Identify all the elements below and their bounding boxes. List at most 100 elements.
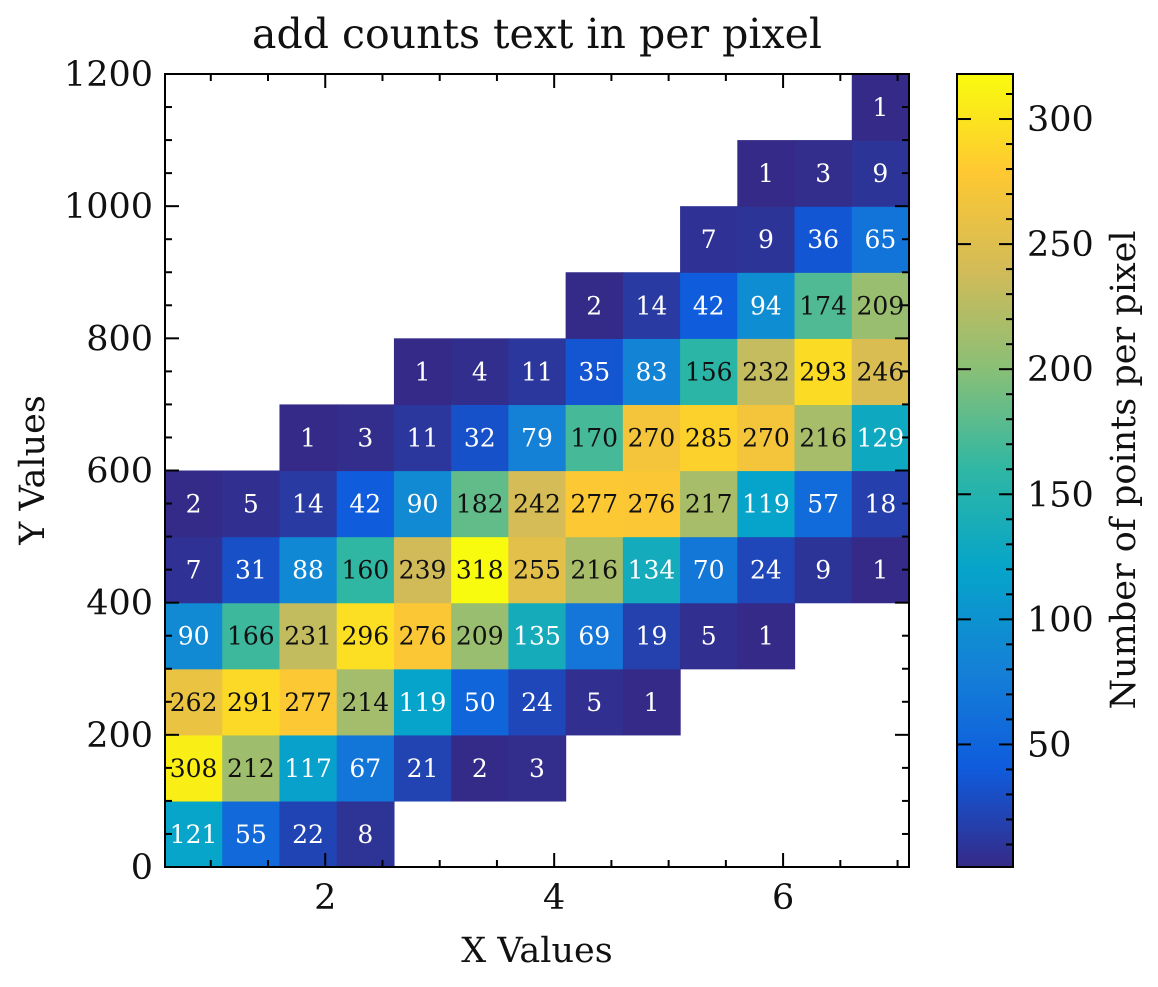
heatmap-cell xyxy=(851,536,910,604)
heatmap-cell xyxy=(222,470,281,538)
cell-count-label: 55 xyxy=(235,820,267,849)
x-tick-label: 2 xyxy=(314,878,336,918)
cell-count-label: 65 xyxy=(864,225,896,254)
heatmap-cell xyxy=(794,404,853,472)
cell-count-label: 21 xyxy=(407,754,439,783)
cell-count-label: 318 xyxy=(456,556,504,585)
colorbar-tick-label: 100 xyxy=(1027,600,1094,640)
heatmap-cell xyxy=(851,338,910,406)
heatmap-cell xyxy=(680,338,738,406)
heatmap-cell xyxy=(622,470,681,538)
cell-count-label: 57 xyxy=(807,490,839,519)
heatmap-cell xyxy=(165,602,223,670)
heatmap-cell xyxy=(737,404,796,472)
cell-count-label: 214 xyxy=(341,688,389,717)
heatmap-cell xyxy=(737,338,796,406)
heatmap-cell xyxy=(336,470,395,538)
heatmap-cell xyxy=(451,602,509,670)
heatmap-cell xyxy=(680,404,738,472)
heatmap-cell xyxy=(393,602,452,670)
heatmap-cell xyxy=(737,206,796,273)
heatmap-cell xyxy=(451,470,509,538)
heatmap-cell xyxy=(393,668,452,736)
heatmap-cell xyxy=(680,470,738,538)
cell-count-label: 36 xyxy=(807,225,839,254)
cell-count-label: 276 xyxy=(399,622,447,651)
heatmap-cell xyxy=(508,338,567,406)
colorbar-tick-label: 50 xyxy=(1027,725,1072,765)
cell-count-label: 182 xyxy=(456,490,504,519)
plot-frame xyxy=(164,73,910,868)
heatmap-cell xyxy=(508,734,567,802)
heatmap-cell xyxy=(794,338,853,406)
cell-count-label: 3 xyxy=(815,159,831,188)
cell-count-label: 18 xyxy=(864,490,896,519)
heatmap-cell xyxy=(393,734,452,802)
cell-count-label: 9 xyxy=(815,556,831,585)
cell-count-label: 277 xyxy=(570,490,618,519)
heatmap-cell xyxy=(851,74,910,141)
heatmap-cell xyxy=(737,602,796,670)
cell-count-label: 19 xyxy=(636,622,668,651)
colorbar-label: Number of points per pixel xyxy=(1104,230,1144,709)
colorbar-tick-label: 200 xyxy=(1027,350,1094,390)
cell-count-label: 119 xyxy=(742,490,790,519)
cell-count-label: 67 xyxy=(349,754,381,783)
cell-count-label: 9 xyxy=(872,159,888,188)
heatmap-cell xyxy=(279,734,338,802)
cell-count-label: 7 xyxy=(186,556,202,585)
heatmap-cell xyxy=(851,206,910,273)
cell-count-label: 3 xyxy=(529,754,545,783)
heatmap-cell xyxy=(622,404,681,472)
heatmap-cell xyxy=(680,206,738,273)
cell-count-label: 1 xyxy=(415,357,431,386)
cell-count-label: 209 xyxy=(456,622,504,651)
cell-count-label: 88 xyxy=(292,556,324,585)
cell-count-label: 276 xyxy=(628,490,676,519)
cell-count-label: 270 xyxy=(742,423,790,452)
cell-count-label: 94 xyxy=(750,291,782,320)
colorbar-tick-label: 150 xyxy=(1027,475,1094,515)
x-tick-label: 6 xyxy=(772,878,794,918)
heatmap-cell xyxy=(622,668,681,736)
cell-count-label: 11 xyxy=(407,423,439,452)
cell-count-label: 239 xyxy=(399,556,447,585)
cell-count-label: 242 xyxy=(513,490,561,519)
heatmap-cell xyxy=(851,272,910,339)
cell-count-label: 14 xyxy=(292,490,324,519)
cell-count-label: 1 xyxy=(872,556,888,585)
cell-count-label: 1 xyxy=(872,93,888,122)
cell-count-label: 90 xyxy=(407,490,439,519)
heatmap-cell xyxy=(622,602,681,670)
cell-count-label: 24 xyxy=(521,688,553,717)
heatmap-cell xyxy=(851,140,910,207)
heatmap-cell xyxy=(393,338,452,406)
cell-count-label: 166 xyxy=(227,622,275,651)
heatmap-cell xyxy=(279,404,338,472)
cell-count-label: 216 xyxy=(799,423,847,452)
heatmap-cell xyxy=(222,800,281,868)
cell-count-label: 2 xyxy=(472,754,488,783)
heatmap-cell xyxy=(737,536,796,604)
cell-count-label: 255 xyxy=(513,556,561,585)
colorbar-ticks: 50 100 150 200 250 300 xyxy=(957,93,1094,846)
cell-count-label: 5 xyxy=(243,490,259,519)
heatmap-cell xyxy=(336,536,395,604)
cell-count-label: 2 xyxy=(586,291,602,320)
heatmap-cell xyxy=(565,338,624,406)
heatmap-cell xyxy=(279,602,338,670)
cell-count-label: 70 xyxy=(693,556,725,585)
cell-count-label: 42 xyxy=(349,490,381,519)
cell-count-label: 119 xyxy=(399,688,447,717)
cell-count-label: 42 xyxy=(693,291,725,320)
x-tick-label: 4 xyxy=(543,878,565,918)
heatmap-cell xyxy=(279,800,338,868)
heatmap-cell xyxy=(336,602,395,670)
cell-count-label: 135 xyxy=(513,622,561,651)
cell-count-label: 270 xyxy=(628,423,676,452)
heatmap-cell xyxy=(565,602,624,670)
cell-count-label: 296 xyxy=(341,622,389,651)
heatmap-cell xyxy=(622,272,681,339)
heatmap-cell xyxy=(393,470,452,538)
y-tick-label: 200 xyxy=(86,716,153,756)
